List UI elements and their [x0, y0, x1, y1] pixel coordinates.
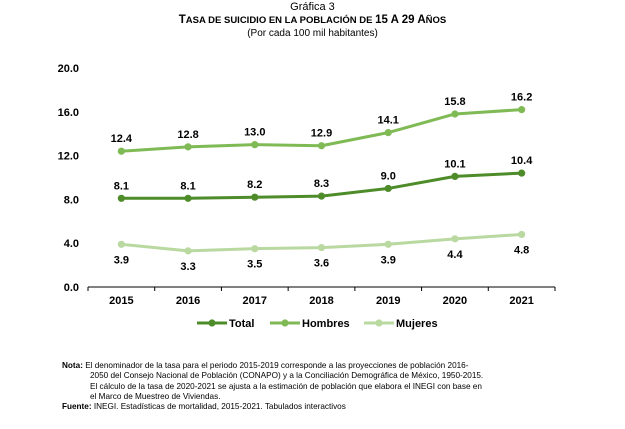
legend-swatch-marker	[208, 319, 216, 327]
data-label: 4.4	[447, 249, 463, 261]
note-line: Nota: El denominador de la tasa para el …	[62, 361, 562, 371]
chart-subtitle: (Por cada 100 mil habitantes)	[247, 28, 378, 39]
data-label: 14.1	[378, 115, 399, 127]
data-label: 8.2	[247, 179, 262, 191]
data-point	[184, 143, 192, 151]
data-point	[184, 194, 192, 202]
title-part: 15 A 29	[375, 14, 418, 26]
x-tick-label: 2018	[309, 295, 333, 307]
data-point	[518, 230, 526, 239]
legend-swatch-marker	[375, 319, 383, 327]
note-label: Nota:	[62, 361, 83, 370]
title-part: A	[417, 14, 426, 26]
x-tick-label: 2021	[509, 295, 533, 307]
legend-label: Total	[229, 318, 254, 330]
title-part: ÑOS	[425, 15, 447, 26]
x-tick-label: 2017	[243, 295, 267, 307]
line-chart: 2015 2016 2017 2018 2019 2020 2021 0.0 4.0 8.0 12.…	[58, 63, 556, 330]
data-point	[518, 106, 526, 114]
y-tick-label: 0.0	[64, 282, 79, 294]
title-part: ASA DE SUICIDIO EN LA POBLACIÓN DE	[185, 15, 376, 26]
data-point	[384, 129, 392, 137]
data-point	[518, 169, 526, 177]
x-tick-label: 2016	[176, 295, 200, 307]
legend-label: Hombres	[302, 318, 350, 330]
chart-title: TASA DE SUICIDIO EN LA POBLACIÓN DE 15 A…	[0, 14, 625, 26]
x-tick-label: 2019	[376, 295, 400, 307]
data-point	[451, 110, 459, 118]
data-label: 3.5	[247, 259, 262, 271]
legend-swatch-marker	[281, 319, 289, 327]
source-label: Fuente:	[62, 402, 92, 412]
data-label: 3.9	[114, 254, 129, 266]
y-tick-label: 12.0	[58, 151, 79, 163]
data-label: 3.6	[314, 258, 329, 270]
title-part: T	[178, 14, 186, 26]
data-point	[184, 247, 192, 255]
y-tick-label: 16.0	[58, 107, 79, 119]
data-label: 3.3	[180, 261, 195, 273]
legend-label: Mujeres	[396, 318, 438, 330]
data-label: 12.4	[111, 133, 133, 145]
data-point	[251, 141, 259, 149]
note-line: 2050 del Consejo Nacional de Población (…	[90, 371, 484, 381]
data-label: 16.2	[511, 92, 532, 104]
data-label: 9.0	[381, 170, 396, 182]
note-text: El denominador de la tasa para el period…	[82, 361, 469, 370]
data-point	[384, 184, 392, 193]
data-point	[251, 193, 259, 201]
data-point	[117, 194, 125, 202]
data-label: 13.0	[244, 127, 265, 139]
data-label: 4.8	[514, 244, 529, 256]
data-point	[117, 147, 125, 155]
note-line: El cálculo de la tasa de 2020-2021 se aj…	[90, 381, 482, 391]
data-point	[317, 142, 326, 150]
source-line: Fuente: INEGI. Estadísticas de mortalida…	[62, 402, 562, 412]
data-point	[251, 245, 259, 253]
data-label: 8.3	[314, 178, 329, 190]
data-label: 12.8	[177, 129, 198, 141]
data-point	[451, 172, 459, 181]
data-label: 12.9	[311, 128, 332, 140]
figure-label: Gráfica 3	[290, 1, 335, 13]
data-point	[451, 235, 459, 243]
chart-notes: Nota: El denominador de la tasa para el …	[62, 361, 562, 412]
data-point	[117, 240, 125, 248]
note-line: el Marco de Muestreo de Viviendas.	[90, 391, 221, 401]
data-label: 8.1	[114, 180, 129, 192]
y-tick-label: 8.0	[64, 194, 79, 206]
data-label: 3.9	[381, 254, 396, 266]
data-label: 8.1	[180, 180, 195, 192]
data-point	[317, 192, 326, 200]
data-label: 10.4	[511, 155, 533, 167]
y-tick-label: 4.0	[64, 238, 79, 250]
y-tick-label: 20.0	[58, 63, 79, 75]
data-label: 15.8	[444, 96, 465, 108]
x-tick-label: 2015	[109, 295, 133, 307]
data-label: 10.1	[444, 158, 465, 170]
data-point	[384, 240, 392, 248]
x-tick-label: 2020	[443, 295, 467, 307]
data-point	[317, 243, 326, 252]
source-text: INEGI. Estadísticas de mortalidad, 2015-…	[91, 402, 346, 412]
